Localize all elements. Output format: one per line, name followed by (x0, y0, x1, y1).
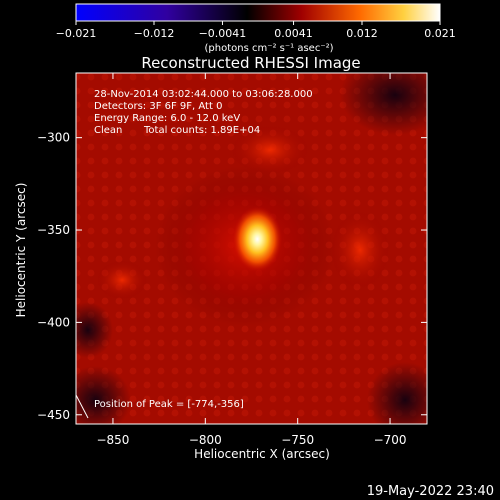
annotations: 28-Nov-2014 03:02:44.000 to 03:06:28.000… (94, 89, 313, 410)
colorbar-ticks: −0.021 −0.012 −0.0041 0.0041 0.012 0.021 (56, 21, 456, 40)
dark-region-top-right (340, 73, 427, 135)
dark-region-left (76, 302, 113, 358)
y-tick-label: −400 (37, 315, 70, 329)
colorbar-units: (photons cm⁻² s⁻¹ asec⁻²) (204, 43, 333, 54)
time-range: 28-Nov-2014 03:02:44.000 to 03:06:28.000 (94, 89, 313, 100)
x-tick-label: −800 (189, 433, 222, 447)
colorbar-tick-label: −0.021 (56, 27, 97, 40)
plot-frame (75, 72, 428, 425)
dark-region-bottom-right (367, 362, 427, 424)
y-tick-label: −300 (37, 131, 70, 145)
heatmap-image (76, 73, 427, 424)
corner-mark (75, 394, 89, 419)
colorbar-tick-label: −0.012 (134, 27, 175, 40)
secondary-blob-left (96, 260, 148, 300)
secondary-blob-right (330, 210, 390, 290)
colorbar-gradient (75, 3, 441, 22)
colorbar-tick-label: 0.0041 (274, 27, 313, 40)
secondary-blob-top (230, 125, 310, 175)
algorithm: Clean (94, 125, 122, 136)
colorbar-tick-label: −0.0041 (199, 27, 247, 40)
colorbar-tick-label: 0.012 (346, 27, 378, 40)
footer-timestamp: 19-May-2022 23:40 (367, 484, 494, 499)
colorbar: −0.021 −0.012 −0.0041 0.0041 0.012 0.021 (pho… (56, 3, 456, 54)
dark-region-bottom-left (76, 366, 131, 424)
x-tick-label: −700 (374, 433, 407, 447)
colorbar-tick-label: 0.021 (424, 27, 456, 40)
peak-source (232, 206, 283, 273)
total-counts: Total counts: 1.89E+04 (143, 125, 260, 136)
detectors: Detectors: 3F 6F 9F, Att 0 (94, 101, 222, 112)
x-axis-ticks: −850 −800 −750 −700 (96, 73, 407, 447)
x-tick-label: −850 (96, 433, 129, 447)
plot-axes: −850 −800 −750 −700 −450 −400 −350 −300 (37, 72, 428, 447)
y-axis-label: Heliocentric Y (arcsec) (14, 183, 28, 318)
x-tick-label: −750 (281, 433, 314, 447)
y-axis-ticks: −450 −400 −350 −300 (37, 131, 427, 422)
y-tick-label: −350 (37, 223, 70, 237)
peak-position: Position of Peak = [-774,-356] (94, 399, 244, 410)
y-tick-label: −450 (37, 408, 70, 422)
x-axis-label: Heliocentric X (arcsec) (194, 447, 330, 461)
energy-range: Energy Range: 6.0 - 12.0 keV (94, 113, 240, 124)
chart-title: Reconstructed RHESSI Image (141, 54, 360, 72)
